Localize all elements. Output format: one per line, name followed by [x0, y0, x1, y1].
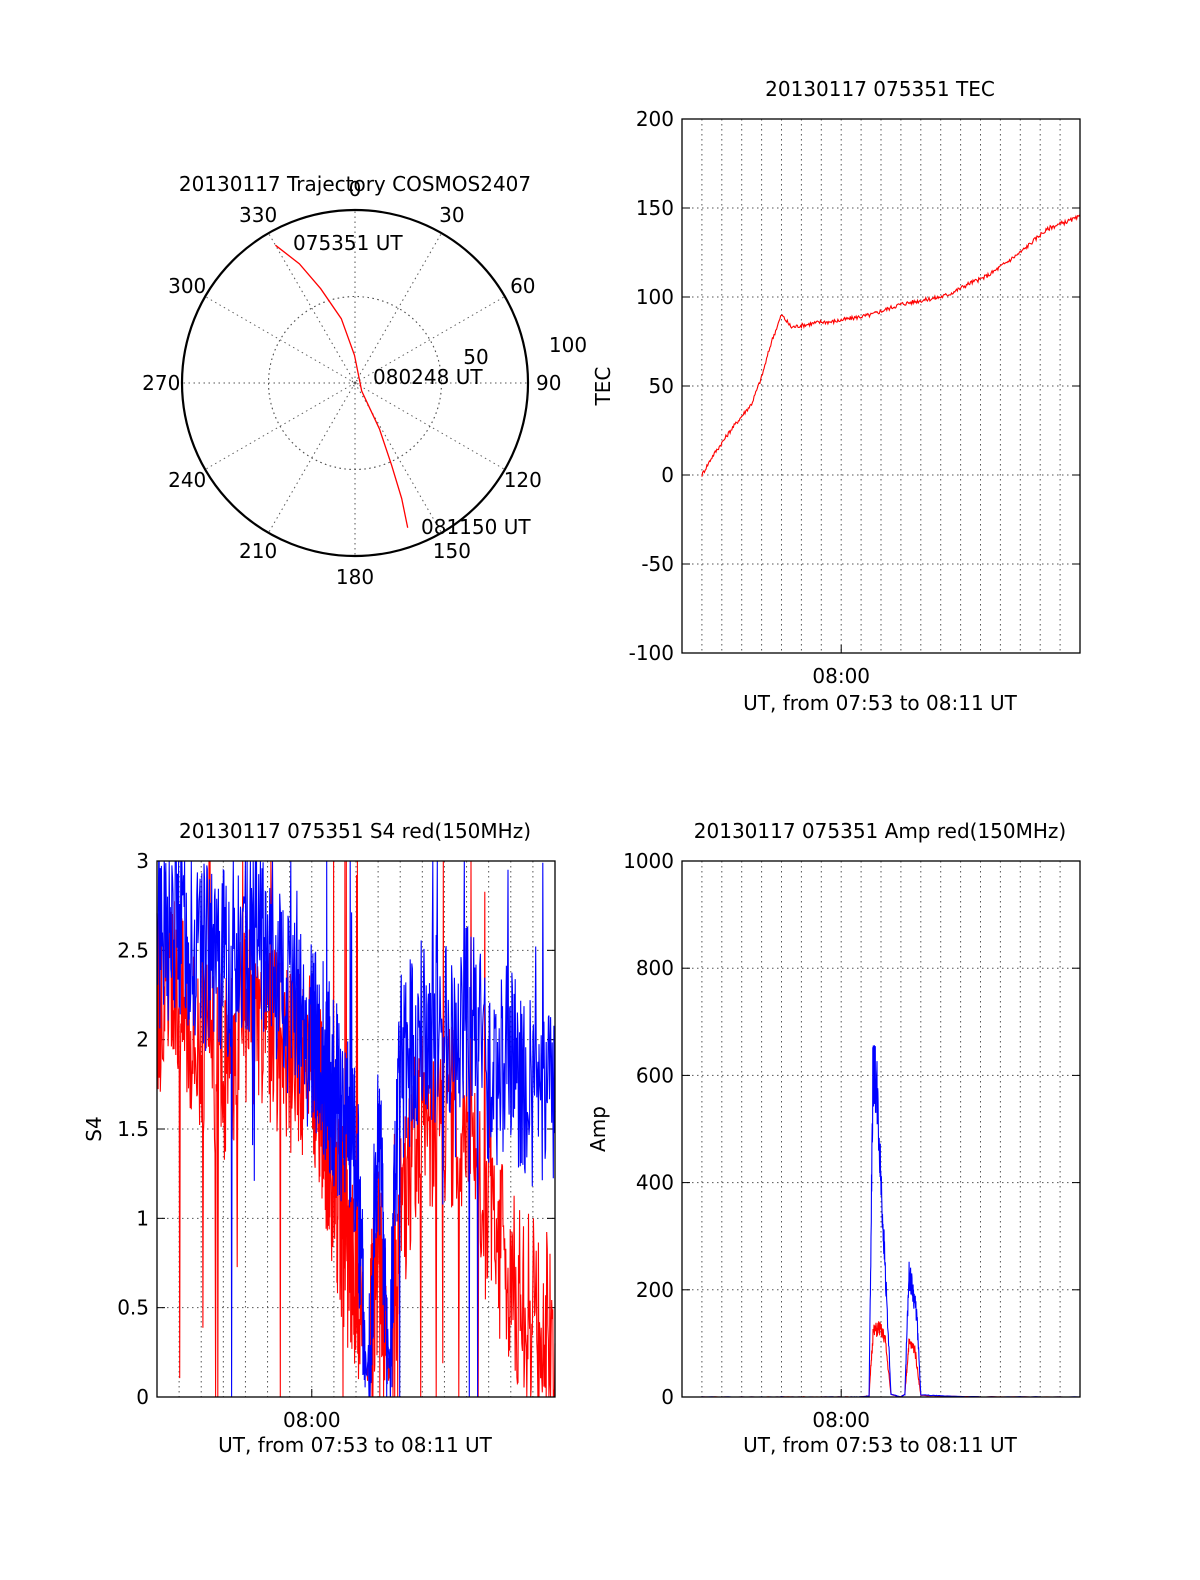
- y-tick-label: 1.5: [117, 1117, 149, 1141]
- s4-title: 20130117 075351 S4 red(150MHz): [179, 819, 531, 843]
- polar-angle-label: 60: [510, 274, 535, 298]
- amp-xlabel: UT, from 07:53 to 08:11 UT: [743, 1433, 1018, 1457]
- x-tick-label: 08:00: [812, 1408, 870, 1432]
- polar-angle-label: 120: [504, 468, 542, 492]
- y-tick-label: 200: [636, 107, 674, 131]
- s4-plot: 20130117 075351 S4 red(150MHz) UT, from …: [82, 819, 556, 1457]
- trajectory-time-label: 075351 UT: [293, 231, 403, 255]
- trajectory-time-label: 080248 UT: [373, 365, 483, 389]
- y-tick-label: 0: [136, 1385, 149, 1409]
- y-tick-label: 400: [636, 1171, 674, 1195]
- plot-frame: [681, 860, 1081, 1398]
- polar-angle-label: 90: [536, 371, 561, 395]
- y-tick-label: 50: [649, 374, 674, 398]
- polar-spoke: [354, 382, 506, 470]
- tec-plot: 20130117 075351 TEC UT, from 07:53 to 08…: [591, 77, 1081, 715]
- polar-angle-label: 30: [439, 203, 464, 227]
- polar-angle-label: 0: [349, 177, 362, 201]
- tec-title: 20130117 075351 TEC: [765, 77, 995, 101]
- polar-radius-label: 100: [549, 333, 587, 357]
- plot-frame: [156, 860, 556, 1398]
- y-tick-label: 0: [661, 1385, 674, 1409]
- polar-spoke: [354, 382, 442, 534]
- series-line: [156, 860, 556, 1398]
- y-tick-label: 1000: [623, 849, 674, 873]
- polar-angle-label: 270: [142, 371, 180, 395]
- polar-angle-label: 150: [433, 539, 471, 563]
- polar-outer-circle: [180, 208, 530, 558]
- polar-spoke: [268, 232, 356, 384]
- tec-xlabel: UT, from 07:53 to 08:11 UT: [743, 691, 1018, 715]
- y-tick-label: 0.5: [117, 1296, 149, 1320]
- amp-ylabel: Amp: [586, 1106, 610, 1152]
- amp-plot: 20130117 075351 Amp red(150MHz) UT, from…: [586, 819, 1081, 1457]
- polar-radius-label: 50: [463, 345, 488, 369]
- y-tick-label: 3: [136, 849, 149, 873]
- polar-spoke: [268, 382, 356, 534]
- y-tick-label: -50: [641, 552, 674, 576]
- x-tick-label: 08:00: [812, 664, 870, 688]
- polar-spoke: [204, 296, 356, 384]
- polar-spoke: [354, 296, 506, 384]
- polar-title: 20130117 Trajectory COSMOS2407: [179, 172, 531, 196]
- y-tick-label: -100: [629, 641, 674, 665]
- polar-angle-label: 240: [168, 468, 206, 492]
- y-tick-label: 200: [636, 1278, 674, 1302]
- y-tick-label: 2.5: [117, 938, 149, 962]
- y-tick-label: 100: [636, 285, 674, 309]
- polar-angle-label: 330: [239, 203, 277, 227]
- polar-angle-label: 210: [239, 539, 277, 563]
- tec-ylabel: TEC: [591, 367, 615, 407]
- polar-grid-center: [351, 379, 359, 387]
- series-line: [701, 214, 1081, 477]
- y-tick-label: 600: [636, 1063, 674, 1087]
- s4-ylabel: S4: [82, 1116, 106, 1141]
- trajectory-line: [275, 244, 409, 528]
- plot-frame: [681, 118, 1081, 654]
- y-tick-label: 2: [136, 1028, 149, 1052]
- series-line: [156, 860, 556, 1398]
- y-tick-label: 150: [636, 196, 674, 220]
- trajectory-polar-plot: 20130117 Trajectory COSMOS2407 0 30 60 90 12…: [142, 172, 587, 589]
- y-tick-label: 800: [636, 956, 674, 980]
- polar-angle-label: 300: [168, 274, 206, 298]
- polar-spoke: [204, 382, 356, 470]
- series-line: [701, 1045, 1081, 1398]
- trajectory-time-label: 081150 UT: [421, 515, 531, 539]
- y-tick-label: 1: [136, 1206, 149, 1230]
- s4-xlabel: UT, from 07:53 to 08:11 UT: [218, 1433, 493, 1457]
- y-tick-label: 0: [661, 463, 674, 487]
- polar-angle-label: 180: [336, 565, 374, 589]
- amp-title: 20130117 075351 Amp red(150MHz): [694, 819, 1066, 843]
- x-tick-label: 08:00: [283, 1408, 341, 1432]
- polar-spoke: [354, 232, 442, 384]
